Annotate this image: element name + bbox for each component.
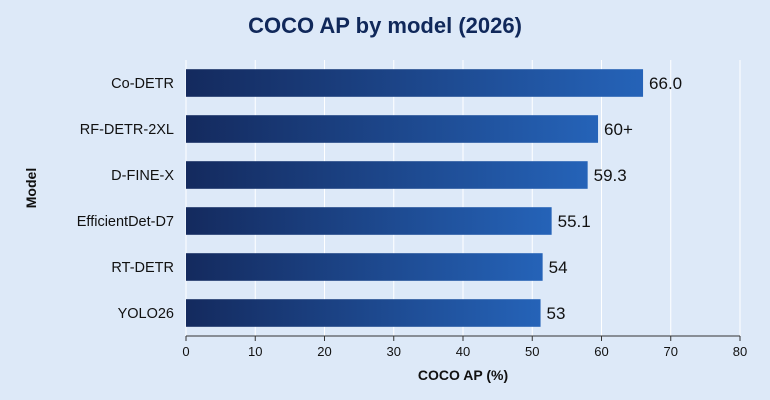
x-tick-label: 10: [248, 344, 262, 359]
y-tick-label: Co-DETR: [111, 76, 174, 92]
bar: [186, 115, 599, 143]
data-label: 55.1: [558, 212, 591, 231]
grid-lines: [185, 60, 741, 336]
x-tick-label: 70: [664, 344, 678, 359]
data-label: 54: [549, 258, 568, 277]
x-tick-label: 80: [733, 344, 747, 359]
x-axis-title: COCO AP (%): [418, 367, 508, 383]
data-label: 59.3: [594, 166, 627, 185]
bar: [186, 161, 588, 189]
data-label: 60+: [604, 120, 633, 139]
y-tick-label: YOLO26: [118, 306, 174, 322]
x-tick-label: 0: [182, 344, 189, 359]
x-tick-label: 20: [317, 344, 331, 359]
x-tick-label: 60: [594, 344, 608, 359]
x-tick-label: 30: [387, 344, 401, 359]
y-tick-label: RT-DETR: [111, 260, 174, 276]
y-axis-title: Model: [23, 168, 39, 208]
chart-title: COCO AP by model (2026): [248, 13, 522, 38]
y-tick-label: RF-DETR-2XL: [80, 122, 174, 138]
bar: [186, 69, 644, 97]
x-tick-label: 40: [456, 344, 470, 359]
bar: [186, 207, 552, 235]
y-tick-label: EfficientDet-D7: [77, 214, 174, 230]
bar: [186, 253, 543, 281]
y-tick-label: D-FINE-X: [111, 168, 174, 184]
labels: 0 10 20 30 40 50 60 70 80 Co-DETR 66.0 RF-DETR-2XL 6…: [77, 74, 747, 359]
data-label: 66.0: [649, 74, 682, 93]
data-label: 53: [547, 304, 566, 323]
bar: [186, 299, 541, 327]
bars: [186, 69, 644, 327]
x-tick-label: 50: [525, 344, 539, 359]
